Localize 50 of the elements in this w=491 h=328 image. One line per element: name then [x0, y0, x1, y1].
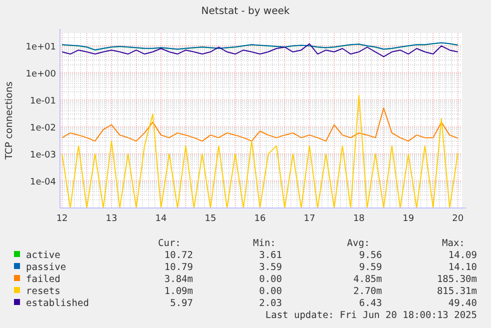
text: 49.40 [448, 298, 478, 309]
chart-title: Netstat - by week [201, 6, 290, 17]
text: 14.10 [448, 262, 478, 273]
legend-label: established [26, 298, 89, 309]
x-tick-label: 17 [304, 214, 316, 224]
text: 2.03 [259, 298, 282, 309]
y-axis-title: TCP connections [4, 81, 15, 160]
text: 2.70m [353, 286, 382, 297]
text: 4.85m [353, 274, 382, 285]
y-tick-label: 1e-01 [30, 96, 56, 106]
line-series [62, 94, 458, 208]
text: Avg: [347, 238, 370, 249]
text: 0.00 [259, 286, 282, 297]
x-tick-label: 15 [204, 214, 216, 224]
text: 14.09 [448, 250, 478, 261]
text: 10.72 [164, 250, 193, 261]
x-tick-label: 13 [106, 214, 118, 224]
y-tick-label: 1e+00 [26, 69, 56, 80]
legend-label: resets [26, 286, 60, 297]
x-tick-label: 14 [155, 214, 168, 224]
text: Max: [442, 238, 465, 249]
legend-label: failed [26, 274, 60, 285]
text: 3.84m [164, 274, 194, 285]
text: Last update: Fri Jun 20 18:00:13 2025 [265, 310, 477, 321]
text: 0.00 [259, 274, 282, 285]
text: Cur: [158, 238, 181, 249]
x-tick-label: 16 [254, 214, 266, 224]
text: 9.56 [359, 250, 382, 261]
y-tick-label: 1e+01 [26, 42, 56, 52]
legend-label: active [26, 250, 61, 261]
text: 1.09m [164, 286, 194, 297]
y-tick-label: 1e-04 [30, 177, 56, 188]
text: 5.97 [170, 298, 193, 309]
y-tick-label: 1e-02 [30, 123, 56, 134]
legend-label: passive [26, 262, 66, 273]
y-tick-label: 1e-03 [30, 150, 56, 160]
x-tick-label: 18 [353, 214, 365, 224]
line-series [62, 43, 458, 58]
text: 10.79 [164, 262, 194, 273]
text: 3.59 [259, 262, 282, 273]
x-tick-label: 12 [56, 214, 68, 224]
text: Min: [253, 238, 276, 249]
line-series [62, 108, 458, 142]
text: 3.61 [259, 250, 282, 261]
text: 815.31m [436, 286, 478, 297]
text: 9.59 [359, 262, 382, 273]
x-tick-label: 19 [402, 214, 414, 224]
text: 185.30m [436, 274, 478, 285]
text: 6.43 [359, 298, 382, 309]
x-tick-label: 20 [452, 214, 464, 224]
